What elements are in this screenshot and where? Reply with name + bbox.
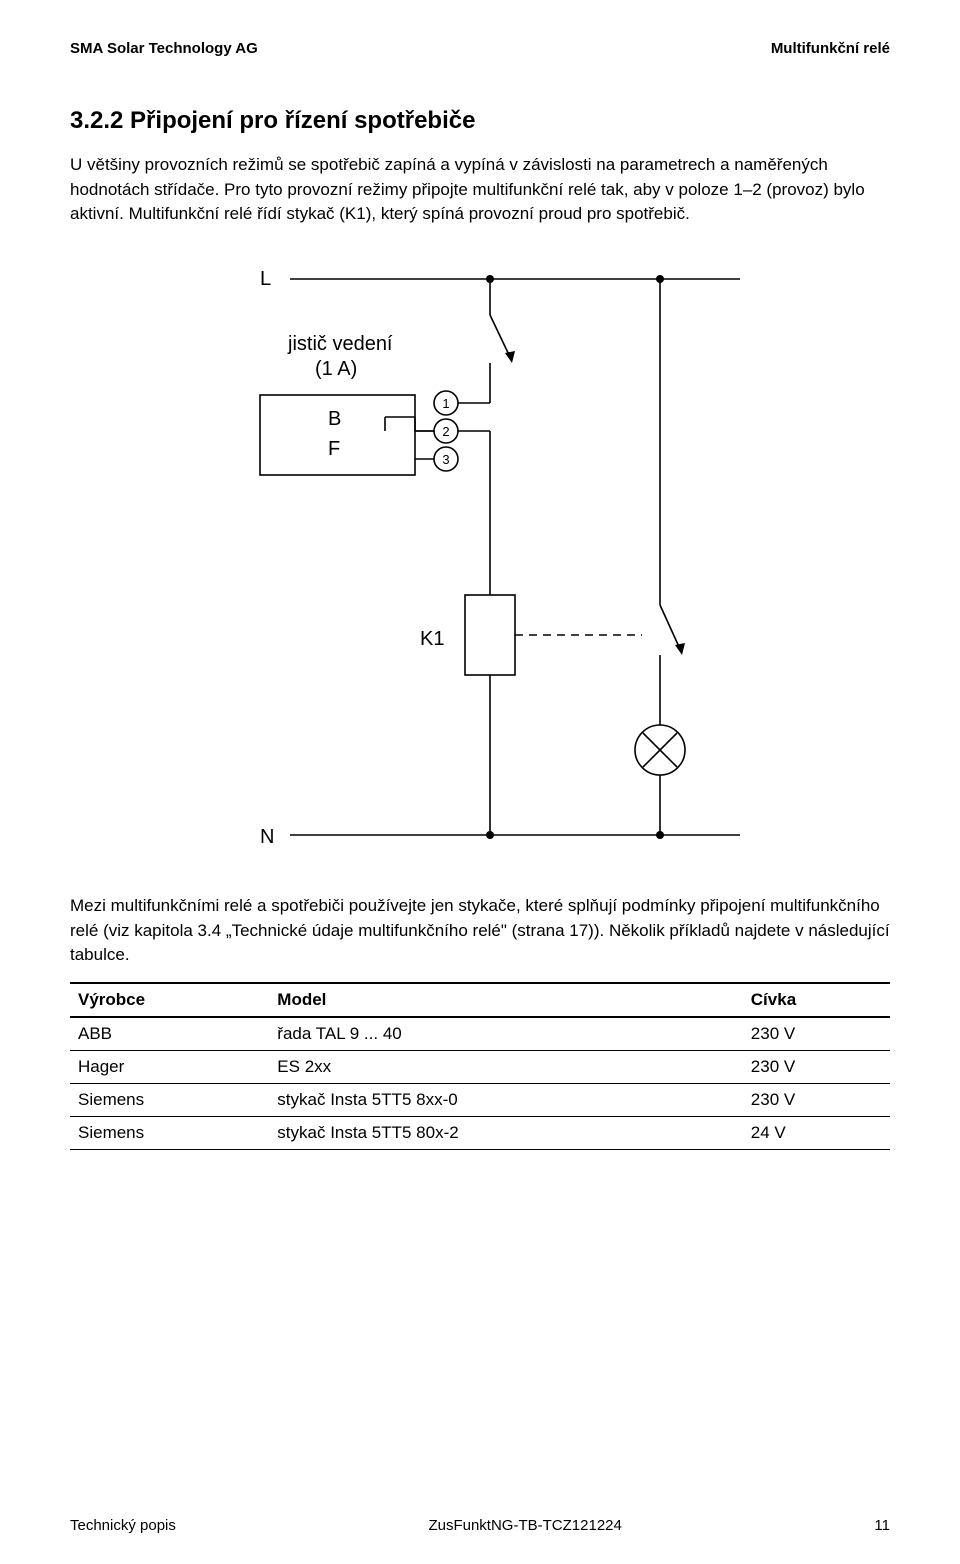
- footer-right: 11: [874, 1517, 890, 1534]
- svg-text:(1 A): (1 A): [315, 358, 357, 380]
- svg-text:B: B: [328, 408, 341, 430]
- table-cell: řada TAL 9 ... 40: [269, 1017, 742, 1051]
- svg-text:jistič vedení: jistič vedení: [287, 333, 393, 355]
- paragraph-2: Mezi multifunkčními relé a spotřebiči po…: [70, 894, 890, 968]
- table-row: Siemensstykač Insta 5TT5 80x-224 V: [70, 1116, 890, 1149]
- col-model: Model: [269, 983, 742, 1017]
- table-cell: Hager: [70, 1050, 269, 1083]
- table-cell: 230 V: [743, 1017, 890, 1051]
- svg-text:1: 1: [442, 396, 449, 411]
- wiring-diagram: Ljistič vedení (1 A) 1 2 3 BF K1 N: [200, 245, 760, 870]
- page-footer: Technický popis ZusFunktNG-TB-TCZ121224 …: [70, 1517, 890, 1534]
- table-cell: 230 V: [743, 1083, 890, 1116]
- table-cell: stykač Insta 5TT5 8xx-0: [269, 1083, 742, 1116]
- header-left: SMA Solar Technology AG: [70, 40, 258, 57]
- table-row: HagerES 2xx230 V: [70, 1050, 890, 1083]
- svg-text:N: N: [260, 826, 274, 848]
- compatibility-table: Výrobce Model Cívka ABBřada TAL 9 ... 40…: [70, 982, 890, 1150]
- svg-text:3: 3: [442, 452, 449, 467]
- section-heading: 3.2.2 Připojení pro řízení spotřebiče: [70, 107, 890, 135]
- table-cell: ES 2xx: [269, 1050, 742, 1083]
- footer-left: Technický popis: [70, 1517, 176, 1534]
- footer-center: ZusFunktNG-TB-TCZ121224: [428, 1517, 621, 1534]
- table-row: Siemensstykač Insta 5TT5 8xx-0230 V: [70, 1083, 890, 1116]
- table-cell: 230 V: [743, 1050, 890, 1083]
- page-header: SMA Solar Technology AG Multifunkční rel…: [70, 40, 890, 57]
- paragraph-1: U většiny provozních režimů se spotřebič…: [70, 153, 890, 227]
- table-cell: ABB: [70, 1017, 269, 1051]
- table-row: ABBřada TAL 9 ... 40230 V: [70, 1017, 890, 1051]
- svg-text:2: 2: [442, 424, 449, 439]
- table-cell: stykač Insta 5TT5 80x-2: [269, 1116, 742, 1149]
- table-cell: 24 V: [743, 1116, 890, 1149]
- table-cell: Siemens: [70, 1116, 269, 1149]
- svg-text:K1: K1: [420, 628, 444, 650]
- col-manufacturer: Výrobce: [70, 983, 269, 1017]
- svg-text:F: F: [328, 438, 340, 460]
- col-coil: Cívka: [743, 983, 890, 1017]
- table-header-row: Výrobce Model Cívka: [70, 983, 890, 1017]
- svg-text:L: L: [260, 268, 271, 290]
- header-right: Multifunkční relé: [771, 40, 890, 57]
- table-cell: Siemens: [70, 1083, 269, 1116]
